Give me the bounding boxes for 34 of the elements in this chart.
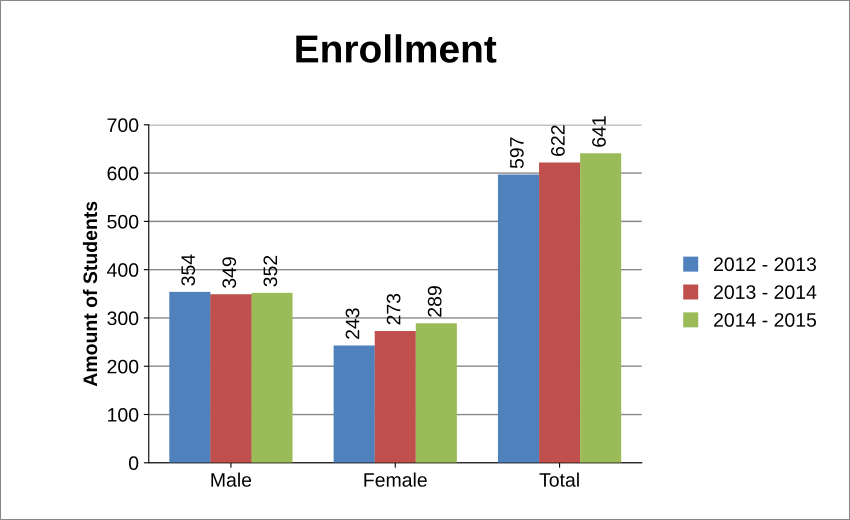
y-tick-label: 0: [128, 456, 138, 470]
bar: [580, 153, 622, 463]
y-tick-label: 400: [107, 263, 138, 277]
chart-title: Enrollment: [296, 34, 496, 63]
data-label: 354: [181, 254, 196, 286]
data-label: 273: [386, 294, 400, 324]
y-tick-label: 100: [108, 408, 138, 422]
bar: [374, 330, 416, 463]
y-tick-label: 600: [108, 166, 138, 180]
data-label: 622: [551, 125, 565, 156]
data-label: 352: [263, 256, 278, 287]
bar: [210, 294, 252, 463]
legend-label: 2014 - 2015: [714, 313, 816, 327]
bar: [416, 323, 457, 463]
bar: [498, 174, 540, 463]
x-tick-label: Male: [211, 472, 252, 487]
bar: [334, 345, 375, 463]
bar: [539, 162, 580, 463]
y-tick-label: 700: [108, 118, 138, 132]
data-label: 641: [592, 116, 606, 147]
legend-label: 2013 - 2014: [714, 285, 816, 300]
data-label: 597: [510, 138, 524, 168]
x-tick-label: Female: [364, 472, 427, 487]
legend-label: 2012 - 2013: [714, 257, 816, 272]
bar: [169, 292, 210, 463]
data-label: 349: [222, 257, 236, 288]
data-label: 289: [428, 286, 442, 317]
y-tick-label: 500: [107, 214, 138, 229]
x-tick-label: Total: [539, 472, 579, 487]
data-label: 243: [346, 308, 360, 339]
y-axis-title: Amount of Students: [82, 202, 98, 386]
y-tick-label: 300: [107, 311, 138, 326]
y-tick-label: 200: [108, 360, 138, 374]
bar: [251, 292, 293, 463]
